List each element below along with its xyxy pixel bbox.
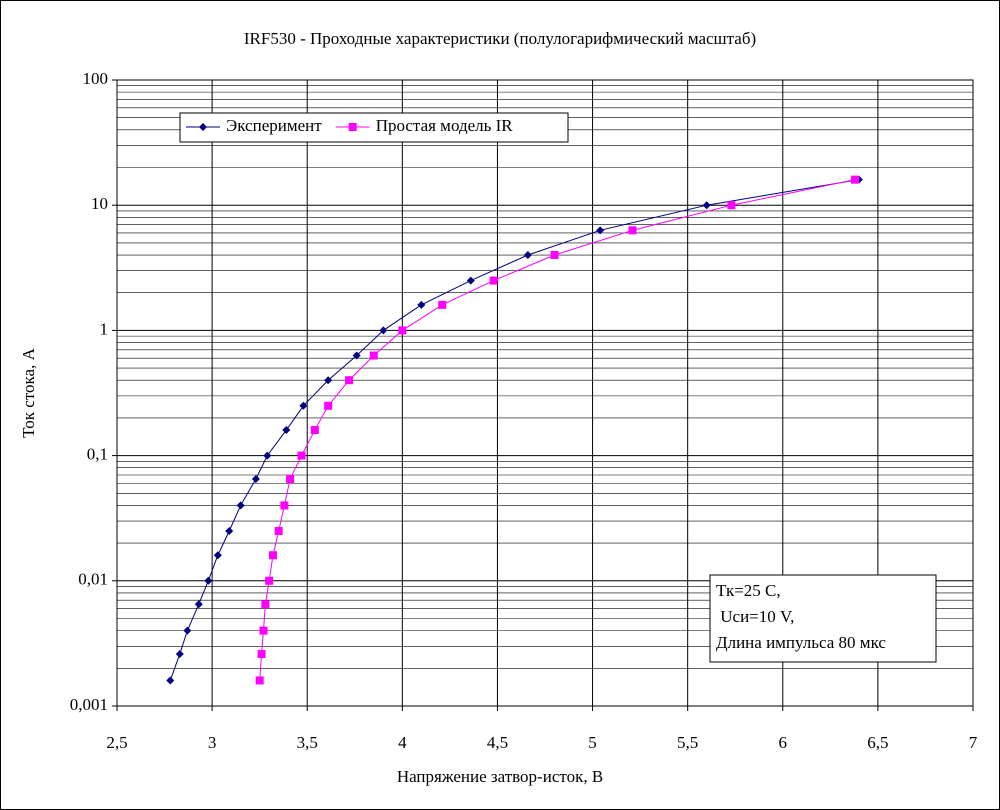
x-tick-label: 4 <box>398 733 407 752</box>
marker <box>251 475 260 484</box>
x-tick-label: 7 <box>969 733 978 752</box>
marker <box>166 676 175 685</box>
annotation-text: Тк=25 С, <box>716 581 781 600</box>
marker <box>204 576 213 585</box>
marker <box>438 300 447 309</box>
marker <box>628 226 637 235</box>
marker <box>280 501 289 510</box>
marker <box>263 451 272 460</box>
marker <box>225 526 234 535</box>
marker <box>257 650 266 659</box>
x-tick-label: 2,5 <box>106 733 127 752</box>
marker <box>523 251 532 260</box>
marker <box>550 251 559 260</box>
x-tick-label: 4,5 <box>487 733 508 752</box>
y-tick-label: 0,01 <box>78 570 108 589</box>
x-axis-label: Напряжение затвор-исток, В <box>397 767 603 786</box>
marker <box>369 351 378 360</box>
y-tick-label: 100 <box>83 69 109 88</box>
marker <box>702 201 711 210</box>
marker <box>727 201 736 210</box>
marker <box>213 551 222 560</box>
x-tick-label: 6 <box>779 733 788 752</box>
legend-label: Простая модель IR <box>376 116 514 135</box>
y-tick-label: 1 <box>100 319 109 338</box>
marker <box>466 276 475 285</box>
x-tick-label: 6,5 <box>867 733 888 752</box>
annotation-text: Длина импульса 80 мкс <box>716 633 886 652</box>
chart-title: IRF530 - Проходные характеристики (полул… <box>244 29 756 48</box>
marker <box>259 626 268 635</box>
x-tick-label: 5,5 <box>677 733 698 752</box>
marker <box>274 526 283 535</box>
marker <box>417 300 426 309</box>
marker <box>282 426 291 435</box>
marker <box>265 576 274 585</box>
marker <box>310 426 319 435</box>
x-tick-label: 3 <box>208 733 217 752</box>
y-axis-label: Ток стока, А <box>19 347 38 437</box>
marker <box>324 376 333 385</box>
y-tick-label: 10 <box>91 194 108 213</box>
marker <box>268 551 277 560</box>
marker <box>596 226 605 235</box>
plot-area <box>116 79 974 707</box>
marker <box>324 401 333 410</box>
marker <box>236 501 245 510</box>
marker <box>261 600 270 609</box>
marker <box>398 326 407 335</box>
marker <box>379 326 388 335</box>
marker <box>255 676 264 685</box>
y-tick-label: 0,001 <box>70 695 108 714</box>
marker <box>851 175 860 184</box>
legend-box <box>179 112 569 143</box>
marker <box>183 626 192 635</box>
marker <box>286 475 295 484</box>
marker <box>352 351 361 360</box>
marker <box>345 376 354 385</box>
x-tick-label: 3,5 <box>297 733 318 752</box>
x-tick-label: 5 <box>588 733 597 752</box>
marker <box>299 401 308 410</box>
marker <box>175 650 184 659</box>
legend-label: Эксперимент <box>226 116 322 135</box>
marker <box>348 123 357 131</box>
annotation-text: Uси=10 V, <box>716 607 794 626</box>
marker <box>297 451 306 460</box>
marker <box>489 276 498 285</box>
marker <box>199 123 207 131</box>
annotation-box <box>709 574 937 663</box>
y-tick-label: 0,1 <box>87 445 108 464</box>
marker <box>194 600 203 609</box>
